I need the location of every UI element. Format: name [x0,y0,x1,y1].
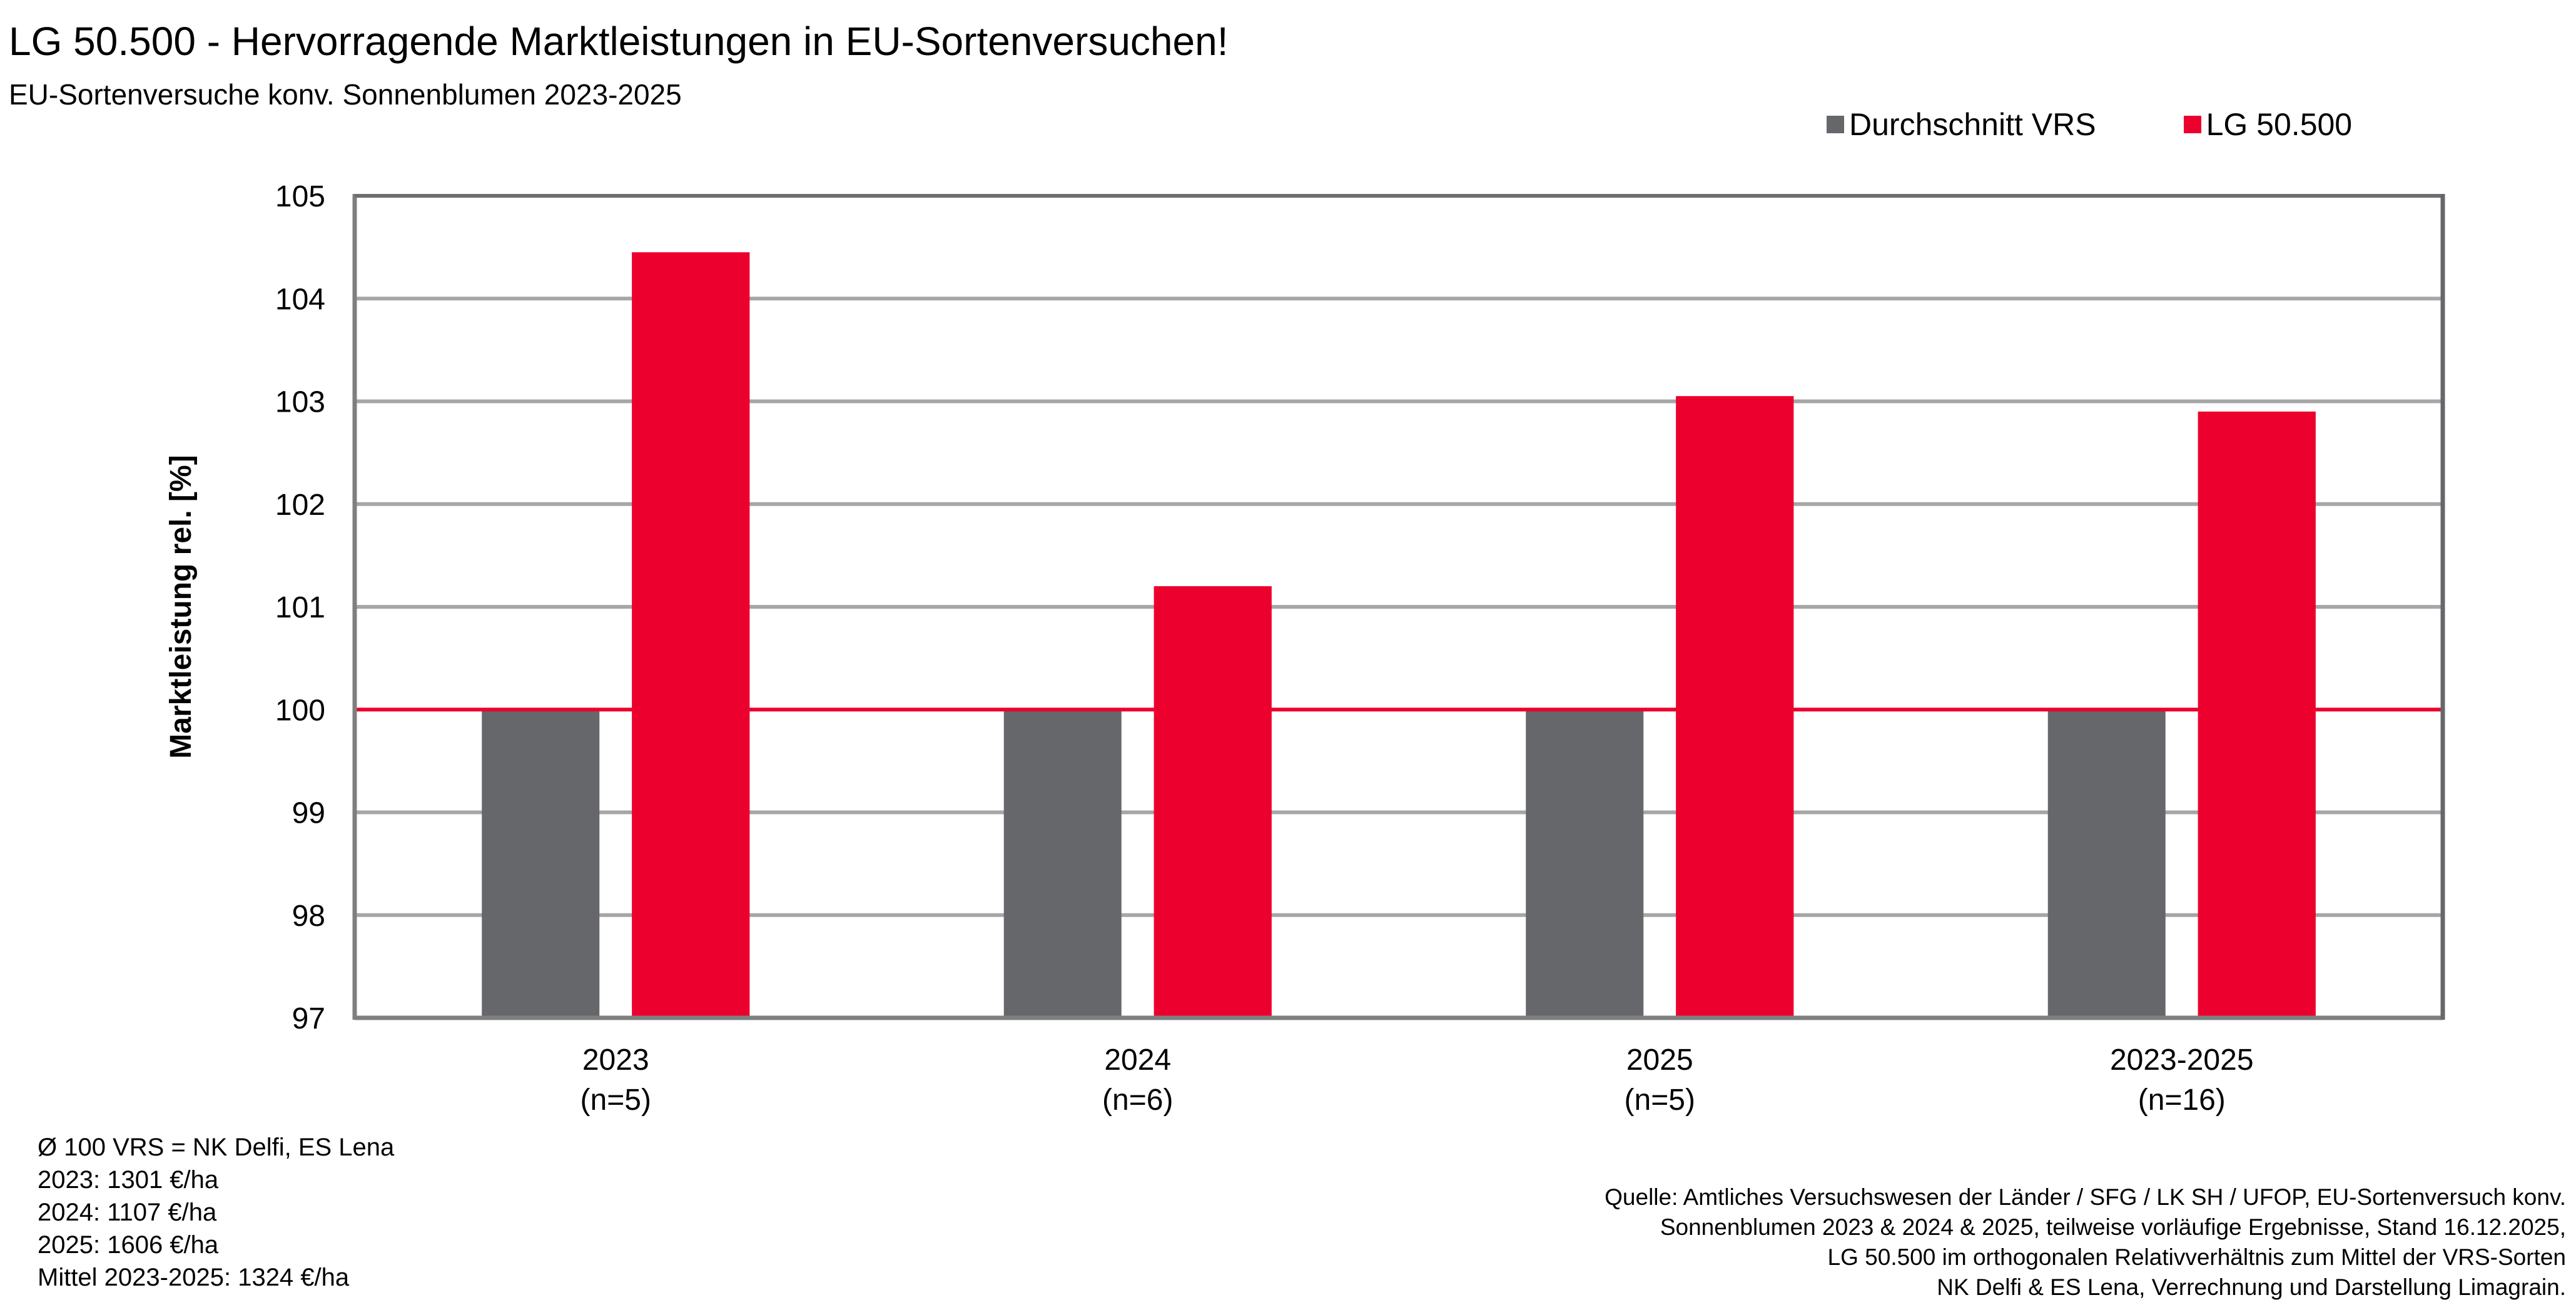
x-tick-sublabel: (n=16) [2138,1084,2226,1117]
y-tick-label: 103 [275,386,325,419]
source-line: Sonnenblumen 2023 & 2024 & 2025, teilwei… [1660,1214,2566,1240]
bar-vrs [1526,709,1644,1018]
source-line: NK Delfi & ES Lena, Verrechnung und Dars… [1937,1274,2566,1300]
x-tick-sublabel: (n=5) [581,1084,651,1117]
legend-label-lg: LG 50.500 [2206,107,2353,142]
bar-vrs [482,709,600,1018]
x-tick-label: 2024 [1104,1043,1171,1077]
x-tick-sublabel: (n=5) [1625,1084,1695,1117]
y-tick-label: 97 [292,1002,325,1035]
note-line: Mittel 2023-2025: 1324 €/ha [38,1264,350,1291]
baseline-note: Ø 100 VRS = NK Delfi, ES Lena 2023: 1301… [38,1131,394,1294]
y-tick-label: 104 [275,283,325,316]
legend-label-vrs: Durchschnitt VRS [1849,107,2096,142]
bar-lg-overlay [1154,586,1272,1018]
y-tick-label: 99 [292,797,325,830]
legend-item-vrs: Durchschnitt VRS [1827,106,2096,143]
y-tick-label: 100 [275,694,325,727]
source-note: Quelle: Amtliches Versuchswesen der Länd… [1605,1182,2566,1302]
bar-lg-overlay [632,252,750,1018]
chart-subtitle: EU-Sortenversuche konv. Sonnenblumen 202… [9,78,682,111]
axes [352,194,2445,1020]
bar-vrs [2047,709,2166,1018]
legend: Durchschnitt VRS LG 50.500 [1827,106,2440,143]
x-tick-label: 2023 [582,1043,649,1077]
note-line: 2023: 1301 €/ha [38,1166,219,1194]
chart-title: LG 50.500 - Hervorragende Marktleistunge… [9,19,1229,64]
y-tick-label: 98 [292,900,325,933]
note-line: 2024: 1107 €/ha [38,1199,217,1226]
y-axis-label: Marktleistung rel. [%] [165,455,198,758]
x-tick-label: 2023-2025 [2110,1043,2254,1077]
y-tick-label: 102 [275,489,325,522]
y-tick-label: 101 [275,591,325,624]
legend-swatch-lg [2183,116,2201,133]
reference-line-layer [355,252,2443,1018]
source-line: Quelle: Amtliches Versuchswesen der Länd… [1605,1184,2566,1210]
note-line: 2025: 1606 €/ha [38,1231,219,1259]
legend-swatch-vrs [1827,116,1844,133]
x-tick-label: 2025 [1626,1043,1693,1077]
x-tick-labels: 2023 (n=5) 2024 (n=6) 2025 (n=5) 2023-2025 (n=1… [581,1043,2254,1117]
bar-lg-overlay [2198,411,2316,1018]
y-tick-label: 105 [275,180,325,213]
y-tick-labels: 97 98 99 100 101 102 103 104 105 [275,180,325,1035]
x-tick-sublabel: (n=6) [1102,1084,1173,1117]
source-line: LG 50.500 im orthogonalen Relativverhält… [1827,1244,2566,1270]
legend-item-lg: LG 50.500 [2183,106,2353,143]
bar-vrs [1003,709,1122,1018]
bar-lg-overlay [1676,396,1794,1018]
bars [482,252,2316,1018]
note-line: Ø 100 VRS = NK Delfi, ES Lena [38,1134,395,1161]
